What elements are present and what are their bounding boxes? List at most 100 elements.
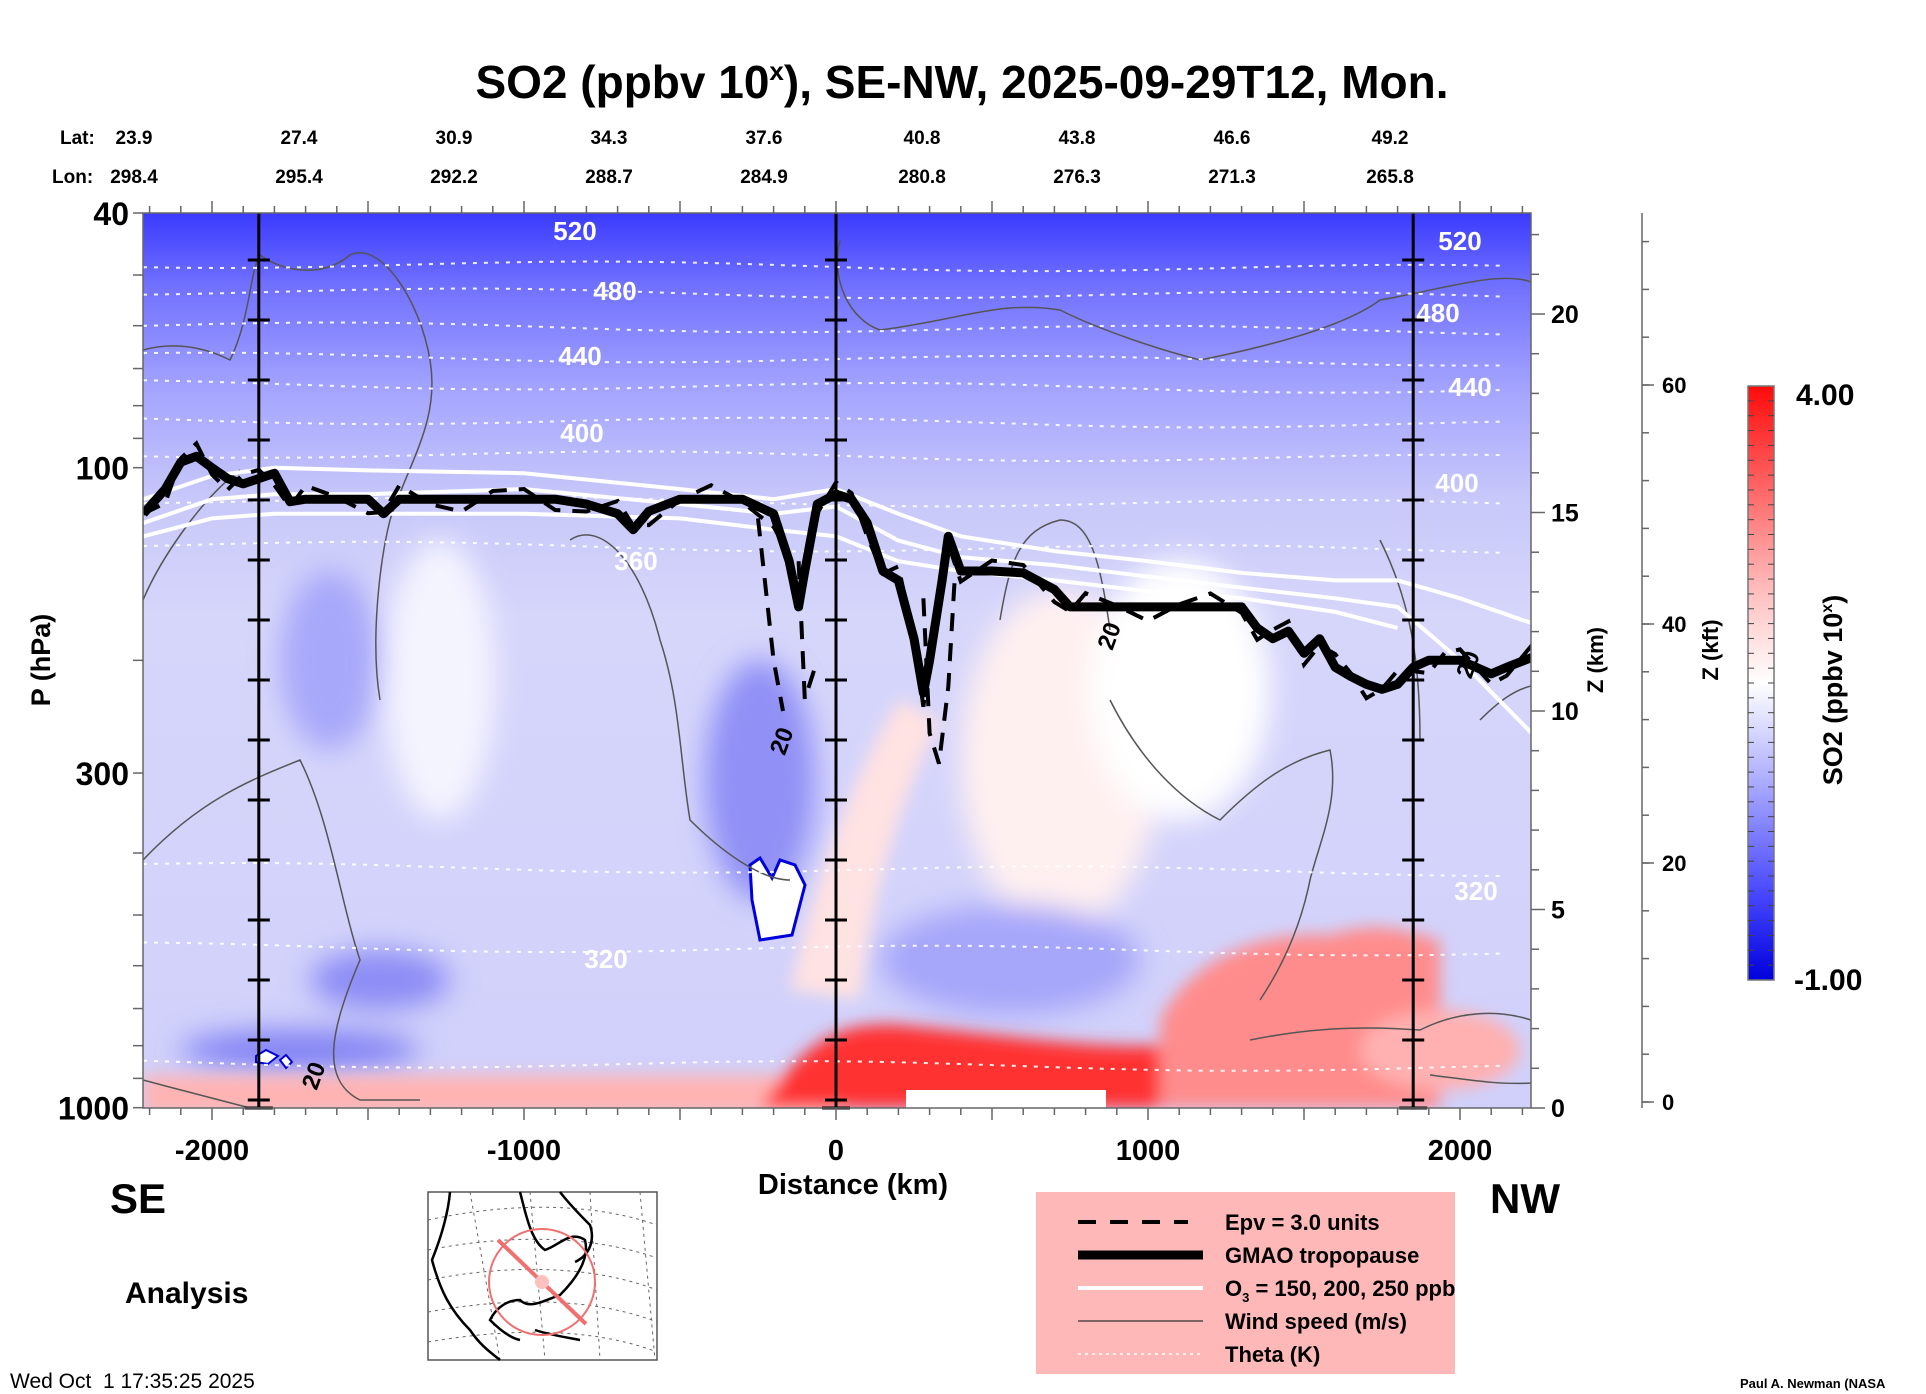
legend-o3-label: O3 = 150, 200, 250 ppb xyxy=(1225,1276,1455,1305)
wind-contour xyxy=(836,239,1531,361)
km-tick-label: 5 xyxy=(1551,897,1565,925)
theta-line xyxy=(143,416,1504,429)
lat-value: 27.4 xyxy=(281,128,318,149)
lon-value: 284.9 xyxy=(740,167,788,188)
y-tick-label: 1000 xyxy=(58,1091,129,1127)
theta-line xyxy=(143,495,1504,508)
legend-theta-label: Theta (K) xyxy=(1225,1342,1320,1367)
y-axis-pressure: 40 100 300 1000 xyxy=(58,196,143,1127)
theta-label: 400 xyxy=(1435,468,1478,498)
wind-speed-contours xyxy=(143,239,1531,1108)
km-tick-label: 15 xyxy=(1551,500,1579,528)
y-axis-label: P (hPa) xyxy=(26,614,56,707)
wind-contour xyxy=(143,1079,251,1108)
theta-line xyxy=(143,450,1504,463)
kft-tick-label: 60 xyxy=(1662,373,1686,398)
so2-low-blob xyxy=(180,1030,420,1070)
wind-contour xyxy=(143,759,420,1101)
chart-title: SO2 (ppbv 10x), SE-NW, 2025-09-29T12, Mo… xyxy=(475,56,1448,108)
kft-tick-label: 40 xyxy=(1662,612,1686,637)
so2-surface-high-center xyxy=(760,1024,1170,1108)
lon-value: 292.2 xyxy=(430,167,478,188)
legend-epv-label: Epv = 3.0 units xyxy=(1225,1210,1380,1235)
direction-label-se: SE xyxy=(110,1175,166,1222)
lon-value: 271.3 xyxy=(1208,167,1256,188)
epv-contour xyxy=(756,518,785,712)
lat-value: 37.6 xyxy=(746,128,783,149)
x-axis-label: Distance (km) xyxy=(758,1169,948,1201)
map-inset xyxy=(427,1191,658,1361)
y-tick-label: 100 xyxy=(76,451,129,487)
lon-value: 265.8 xyxy=(1366,167,1414,188)
colorbar-label: SO2 (ppbv 10x) xyxy=(1818,595,1848,785)
tropopause-path xyxy=(143,451,1531,698)
x-tick-label: 2000 xyxy=(1428,1135,1493,1167)
map-range-circle xyxy=(488,1228,596,1336)
theta-line xyxy=(143,1059,1504,1072)
theta-label: 400 xyxy=(560,418,603,448)
lat-value: 43.8 xyxy=(1059,128,1096,149)
theta-line xyxy=(143,379,1504,394)
lat-value: 49.2 xyxy=(1372,128,1409,149)
theta-line xyxy=(143,321,1504,336)
theta-label: 440 xyxy=(558,341,601,371)
lon-header-label: Lon: xyxy=(52,167,93,188)
so2-low-blob xyxy=(880,905,1140,1015)
credit: Paul A. Newman (NASA xyxy=(1740,1376,1886,1391)
x-tick-label: 0 xyxy=(828,1135,844,1167)
km-tick-label: 10 xyxy=(1551,698,1579,726)
theta-line xyxy=(143,862,1504,877)
legend: Epv = 3.0 units GMAO tropopause O3 = 150… xyxy=(1036,1192,1455,1374)
analysis-label: Analysis xyxy=(125,1277,248,1310)
kft-axis-label: Z (kft) xyxy=(1698,619,1723,680)
so2-plume xyxy=(790,700,940,1000)
theta-label: 320 xyxy=(584,944,627,974)
so2-neutral-column xyxy=(1090,560,1270,820)
km-tick-label: 0 xyxy=(1551,1095,1565,1123)
legend-tropopause-label: GMAO tropopause xyxy=(1225,1243,1419,1268)
legend-wind-label: Wind speed (m/s) xyxy=(1225,1309,1407,1334)
theta-label: 320 xyxy=(1454,876,1497,906)
missing-data xyxy=(906,1090,1106,1108)
wind-contour xyxy=(1109,699,1334,1001)
y-axis-km: 0 5 10 15 20 xyxy=(1531,233,1579,1123)
colorbar-max-label: 4.00 xyxy=(1796,379,1854,412)
colorbar-min-label: -1.00 xyxy=(1794,964,1862,997)
map-center-marker xyxy=(535,1275,549,1289)
lat-header-label: Lat: xyxy=(60,128,95,149)
lon-value: 280.8 xyxy=(898,167,946,188)
theta-line xyxy=(143,540,1504,554)
theta-lines xyxy=(143,260,1504,1072)
lat-value: 30.9 xyxy=(436,128,473,149)
tropopause-line xyxy=(143,451,1531,698)
so2-low-blob xyxy=(310,950,450,1010)
y-axis-kft: 0 20 40 60 xyxy=(1641,213,1686,1115)
wind-contour xyxy=(1479,685,1531,721)
direction-label-nw: NW xyxy=(1490,1175,1560,1222)
theta-label: 480 xyxy=(1416,298,1459,328)
y-tick-label: 40 xyxy=(93,196,129,232)
map-coastlines xyxy=(430,1191,594,1361)
kft-tick-label: 0 xyxy=(1662,1090,1674,1115)
so2-low-blob xyxy=(705,660,815,900)
km-axis-label: Z (km) xyxy=(1583,627,1608,693)
km-tick-label: 20 xyxy=(1551,301,1579,329)
x-axis: -2000 -1000 0 1000 2000 xyxy=(148,201,1524,1167)
lon-value: 298.4 xyxy=(110,167,158,188)
theta-line xyxy=(143,260,1504,273)
lon-value: 288.7 xyxy=(585,167,633,188)
lon-value: 295.4 xyxy=(275,167,323,188)
so2-out-of-range-blob xyxy=(748,855,807,942)
theta-label: 520 xyxy=(1438,226,1481,256)
theta-label: 440 xyxy=(1448,372,1491,402)
so2-out-of-range-blob xyxy=(255,1048,280,1066)
vertical-markers xyxy=(244,213,1428,1110)
colorbar: 4.00 -1.00 SO2 (ppbv 10x) xyxy=(1747,379,1862,997)
so2-surface-high xyxy=(1360,1010,1520,1090)
legend-box xyxy=(1036,1192,1455,1374)
lat-value: 23.9 xyxy=(116,128,153,149)
x-tick-label: -2000 xyxy=(175,1135,249,1167)
theta-label: 480 xyxy=(593,276,636,306)
theta-line xyxy=(143,287,1504,300)
